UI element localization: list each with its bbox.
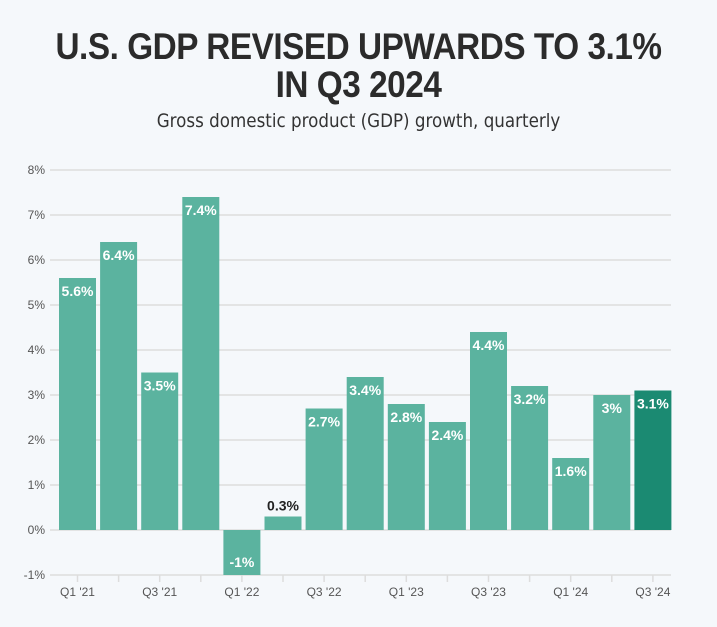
data-label: -1%: [229, 554, 254, 570]
x-tick-label: Q1 '22: [224, 585, 259, 599]
data-label: 3.2%: [514, 391, 546, 407]
y-axis: -1% 0% 1% 2% 3% 4% 5% 6% 7% 8%: [24, 163, 46, 582]
y-tick-label: 5%: [28, 298, 46, 312]
data-label: 7.4%: [185, 202, 217, 218]
y-tick-label: 6%: [28, 253, 46, 267]
x-tick-label: Q3 '23: [471, 585, 506, 599]
y-tick-label: 8%: [28, 163, 46, 177]
data-label: 2.8%: [390, 409, 422, 425]
bar: [346, 377, 384, 530]
chart-subtitle: Gross domestic product (GDP) growth, qua…: [156, 110, 561, 132]
bar: [634, 390, 672, 530]
bar: [100, 242, 138, 530]
bar: [428, 422, 466, 530]
bar: [552, 458, 590, 530]
data-label: 2.7%: [308, 414, 340, 430]
data-label: 4.4%: [473, 337, 505, 353]
bar: [387, 404, 425, 530]
data-label: 1.6%: [555, 463, 587, 479]
chart-title: U.S. GDP REVISED UPWARDS TO 3.1% IN Q3 2…: [36, 28, 681, 104]
chart-title-line-2: IN Q3 2024: [275, 64, 442, 105]
data-label: 0.3%: [267, 498, 299, 514]
data-label: 5.6%: [62, 283, 94, 299]
bar: [593, 395, 631, 530]
y-tick-label: 7%: [28, 208, 46, 222]
x-axis: Q1 '21 Q3 '21 Q1 '22 Q3 '22 Q1 '23 Q3 '23 Q1 '…: [60, 575, 671, 599]
y-tick-label: 2%: [28, 433, 46, 447]
data-label: 3.5%: [144, 378, 176, 394]
data-label: 2.4%: [431, 427, 463, 443]
data-label: 3.4%: [349, 382, 381, 398]
data-label: 3%: [602, 400, 623, 416]
data-label: 3.1%: [637, 396, 669, 412]
y-tick-label: 0%: [28, 523, 46, 537]
y-tick-label: 4%: [28, 343, 46, 357]
bar: [141, 372, 179, 530]
chart-title-line-1: U.S. GDP REVISED UPWARDS TO 3.1%: [55, 26, 662, 67]
x-tick-label: Q3 '21: [142, 585, 177, 599]
x-tick-label: Q3 '22: [307, 585, 342, 599]
x-tick-label: Q1 '21: [60, 585, 95, 599]
y-tick-label: -1%: [24, 568, 46, 582]
data-labels: 5.6% 6.4% 3.5% 7.4% -1% 0.3% 2.7% 3.4% 2.8% 2.4% 4…: [62, 202, 670, 570]
bar: [223, 530, 261, 575]
y-tick-label: 1%: [28, 478, 46, 492]
bars: [59, 197, 672, 575]
x-tick-label: Q1 '24: [553, 585, 588, 599]
bar: [305, 408, 343, 530]
bar: [511, 386, 549, 530]
bar: [182, 197, 220, 530]
y-tick-label: 3%: [28, 388, 46, 402]
x-tick-label: Q1 '23: [389, 585, 424, 599]
bar: [59, 278, 96, 530]
x-tick-label: Q3 '24: [635, 585, 670, 599]
bar: [470, 332, 507, 530]
data-label: 6.4%: [103, 247, 135, 263]
bar: [264, 516, 302, 530]
